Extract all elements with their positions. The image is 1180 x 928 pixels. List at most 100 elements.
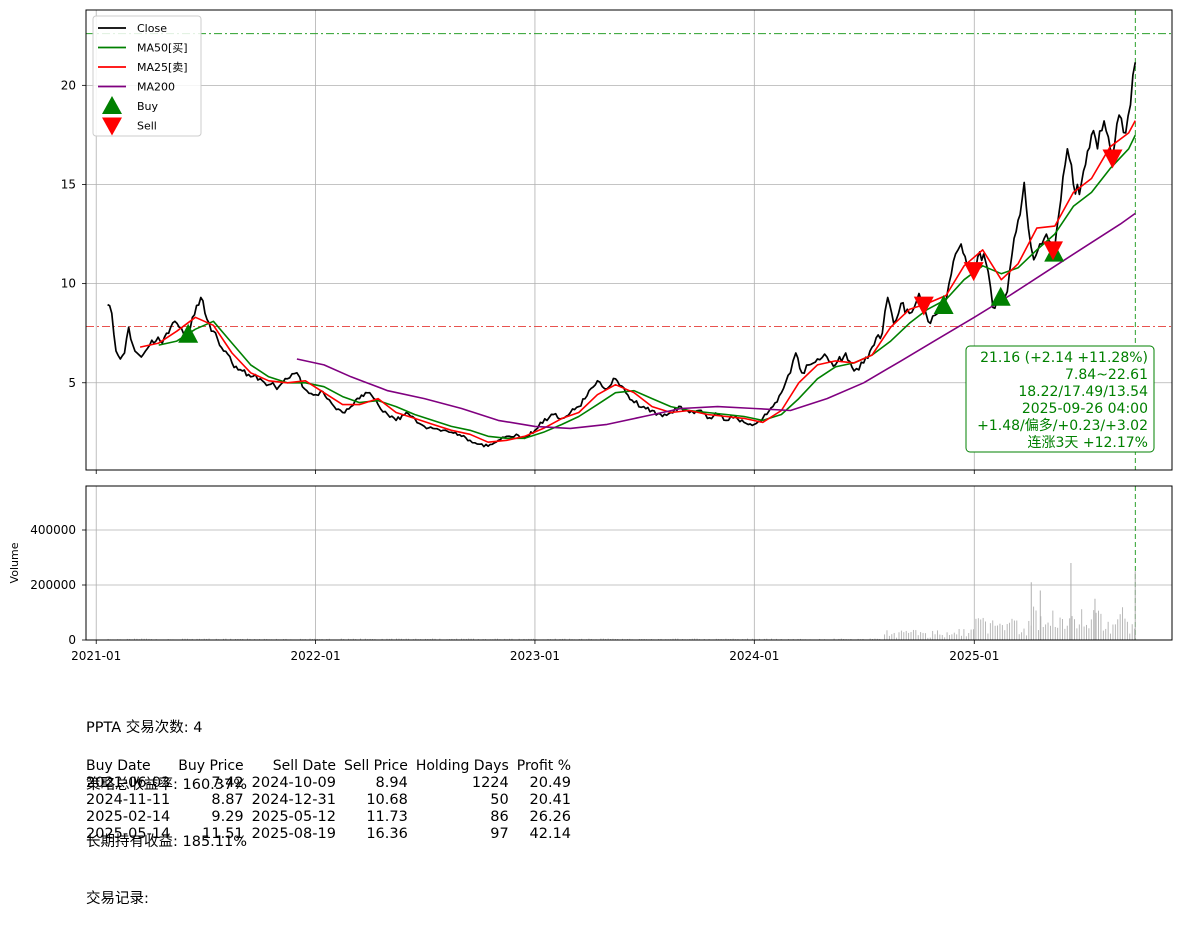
- volume-bar: [899, 632, 900, 640]
- volume-bar: [1045, 624, 1046, 640]
- volume-bar: [1069, 618, 1070, 640]
- volume-bar: [1098, 611, 1099, 640]
- volume-bar: [1115, 624, 1116, 640]
- summary-trade-log-title: 交易记录:: [86, 890, 247, 909]
- volume-bar: [935, 634, 936, 640]
- trade-holding-days: 1224: [412, 775, 513, 792]
- volume-bar: [959, 629, 960, 640]
- legend-label: MA200: [137, 81, 175, 94]
- header-holding-days: Holding Days: [412, 758, 513, 775]
- trade-sell-price: 8.94: [340, 775, 412, 792]
- trade-buy-date: 2025-05-14: [86, 826, 174, 843]
- trade-holding-days: 50: [412, 792, 513, 809]
- summary-trade-count: PPTA 交易次数: 4: [86, 719, 247, 738]
- volume-bar: [915, 630, 916, 640]
- x-tick-label: 2022-01: [291, 649, 341, 663]
- volume-bar: [920, 632, 921, 640]
- price-y-tick-label: 20: [61, 78, 76, 92]
- volume-bar: [1019, 634, 1020, 640]
- volume-bar: [939, 635, 940, 640]
- price-and-volume-charts: 5101520CloseMA50[买]MA25[卖]MA200BuySell21…: [0, 0, 1180, 680]
- volume-bar: [1132, 624, 1133, 640]
- x-tick-label: 2021-01: [71, 649, 121, 663]
- volume-bar: [1007, 624, 1008, 640]
- legend-label: Sell: [137, 120, 157, 133]
- volume-bar: [1084, 627, 1085, 640]
- header-sell-date: Sell Date: [248, 758, 340, 775]
- trade-holding-days: 86: [412, 809, 513, 826]
- volume-bar: [1052, 611, 1053, 640]
- volume-bar: [1105, 629, 1106, 640]
- trade-buy-price: 9.29: [174, 809, 247, 826]
- info-box: 21.16 (+2.14 +11.28%)7.84~22.6118.22/17.…: [966, 346, 1154, 452]
- volume-bar: [1028, 621, 1029, 640]
- header-buy-price: Buy Price: [174, 758, 247, 775]
- volume-axes-frame: [86, 486, 1172, 640]
- trade-sell-price: 10.68: [340, 792, 412, 809]
- legend-label: MA50[买]: [137, 42, 188, 55]
- volume-axis-label: Volume: [8, 542, 21, 583]
- info-line: +1.48/偏多/+0.23/+3.02: [977, 417, 1148, 434]
- volume-bar: [1100, 614, 1101, 640]
- volume-bar: [1067, 626, 1068, 640]
- volume-bar: [891, 634, 892, 640]
- trade-sell-date: 2025-05-12: [248, 809, 340, 826]
- trade-sell-date: 2024-10-09: [248, 775, 340, 792]
- info-line: 7.84~22.61: [1065, 367, 1148, 383]
- trade-buy-price: 8.87: [174, 792, 247, 809]
- trade-sell-date: 2024-12-31: [248, 792, 340, 809]
- volume-bar: [1088, 628, 1089, 640]
- volume-bar: [1113, 625, 1114, 640]
- volume-bar: [1002, 625, 1003, 640]
- volume-bar: [1129, 634, 1130, 640]
- volume-bar: [887, 630, 888, 640]
- volume-bar: [1086, 625, 1087, 640]
- volume-bar: [1026, 635, 1027, 640]
- volume-bar: [963, 629, 964, 640]
- trade-profit: 20.49: [513, 775, 575, 792]
- volume-bar: [911, 632, 912, 640]
- trade-buy-date: 2024-11-11: [86, 792, 174, 809]
- volume-bar: [973, 629, 974, 640]
- volume-bar: [1024, 629, 1025, 640]
- volume-bar: [1079, 624, 1080, 640]
- volume-bar: [1108, 622, 1109, 640]
- volume-bar: [1062, 619, 1063, 640]
- volume-spike-bar: [1031, 582, 1032, 640]
- x-tick-label: 2024-01: [729, 649, 779, 663]
- volume-y-tick-label: 200000: [30, 578, 76, 592]
- trade-buy-price: 7.42: [174, 775, 247, 792]
- trade-profit: 42.14: [513, 826, 575, 843]
- volume-bar: [1060, 618, 1061, 640]
- volume-bar: [1064, 629, 1065, 640]
- trade-profit: 26.26: [513, 809, 575, 826]
- trade-row: 2021-06-03 7.42 2024-10-09 8.94 1224 20.…: [86, 775, 575, 792]
- volume-bar: [975, 619, 976, 640]
- volume-bar: [961, 636, 962, 640]
- trade-sell-date: 2025-08-19: [248, 826, 340, 843]
- volume-bar: [980, 619, 981, 640]
- volume-y-tick-label: 400000: [30, 523, 76, 537]
- price-chart-panel: 5101520CloseMA50[买]MA25[卖]MA200BuySell21…: [61, 10, 1172, 474]
- volume-bar: [1091, 619, 1092, 640]
- trade-row: 2025-05-14 11.51 2025-08-19 16.36 97 42.…: [86, 826, 575, 843]
- volume-bar: [1016, 621, 1017, 640]
- trade-holding-days: 97: [412, 826, 513, 843]
- trade-row: 2024-11-11 8.87 2024-12-31 10.68 50 20.4…: [86, 792, 575, 809]
- trade-row: 2025-02-14 9.29 2025-05-12 11.73 86 26.2…: [86, 809, 575, 826]
- volume-bar: [1036, 610, 1037, 640]
- volume-bar: [1057, 628, 1058, 640]
- volume-bar: [990, 623, 991, 640]
- volume-bar: [968, 633, 969, 640]
- volume-bar: [1072, 616, 1073, 640]
- volume-bar: [1127, 622, 1128, 640]
- trade-buy-date: 2025-02-14: [86, 809, 174, 826]
- volume-bar: [901, 631, 902, 640]
- volume-bar: [997, 625, 998, 640]
- volume-bar: [908, 633, 909, 640]
- volume-bar: [903, 632, 904, 640]
- price-y-tick-label: 10: [61, 277, 76, 291]
- volume-bar: [937, 630, 938, 640]
- volume-bar: [1110, 634, 1111, 640]
